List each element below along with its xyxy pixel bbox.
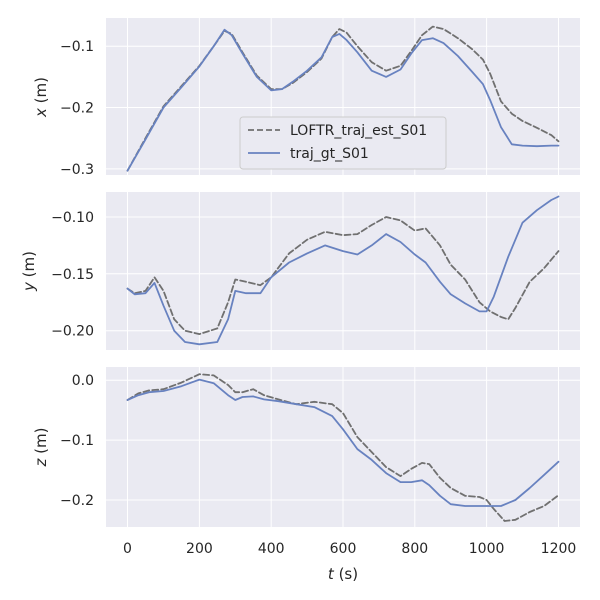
- xlabel: t (s): [328, 565, 358, 583]
- ylabel-x: x (m): [32, 77, 50, 118]
- xtick-label-5: 1000: [469, 541, 505, 557]
- ytick-label-z-1: −0.1: [60, 433, 94, 449]
- xticks-z: 0 200 400 600 800 1000 1200: [123, 541, 576, 557]
- subplot-z: −0.2−0.10.0 z (m) 0 200 400 600 800 1000 1200 …: [32, 367, 580, 583]
- ytick-label-x-0: −0.3: [60, 162, 94, 178]
- legend-label-est: LOFTR_traj_est_S01: [290, 123, 427, 139]
- grid-x: [106, 18, 580, 175]
- subplot-x: −0.3 −0.2 −0.1 x (m) LOFTR_traj_est_S01 tr…: [32, 18, 580, 178]
- series-line-y-est: [126, 216, 560, 336]
- xtick-label-6: 1200: [541, 541, 577, 557]
- xlabel-unit: (s): [334, 565, 358, 583]
- ylabel-x-unit: (m): [32, 77, 50, 108]
- ytick-label-z-0: −0.2: [60, 493, 94, 509]
- xtick-label-3: 600: [330, 541, 357, 557]
- ylabel-x-var: x: [32, 108, 50, 118]
- xtick-label-1: 200: [186, 541, 213, 557]
- series-line-y-gt: [126, 195, 560, 346]
- ylabel-y: y (m): [20, 251, 38, 292]
- ytick-label-z-2: 0.0: [72, 373, 94, 389]
- ytick-label-x-2: −0.1: [60, 39, 94, 55]
- xtick-label-2: 400: [258, 541, 285, 557]
- xtick-label-4: 800: [401, 541, 428, 557]
- ytick-label-y-2: −0.10: [51, 210, 94, 226]
- legend-label-gt: traj_gt_S01: [290, 146, 369, 162]
- ylabel-z-var: z: [32, 457, 50, 467]
- ylabel-z-unit: (m): [32, 428, 50, 459]
- series-x: [126, 25, 560, 172]
- series-z: [126, 373, 560, 522]
- subplot-y: −0.20 −0.15 −0.10 y (m): [20, 192, 580, 350]
- ytick-label-y-0: −0.20: [51, 324, 94, 340]
- series-line-z-est: [126, 373, 560, 522]
- xlabel-var: t: [328, 565, 335, 583]
- legend-box: [239, 116, 447, 170]
- ytick-label-x-1: −0.2: [60, 101, 94, 117]
- series-y: [126, 195, 560, 346]
- ylabel-y-var: y: [20, 281, 38, 292]
- xtick-label-0: 0: [123, 541, 132, 557]
- ylabel-z: z (m): [32, 428, 50, 468]
- legend: LOFTR_traj_est_S01 traj_gt_S01: [239, 116, 447, 170]
- series-line-z-gt: [126, 378, 560, 507]
- yticks-z: −0.2 −0.1 0.0: [60, 373, 94, 509]
- yticks-x: −0.3 −0.2 −0.1: [60, 39, 94, 178]
- grid-z: [106, 367, 580, 527]
- ytick-label-y-1: −0.15: [51, 267, 94, 283]
- series-line-x-gt: [126, 28, 560, 172]
- ylabel-y-unit: (m): [20, 251, 38, 282]
- yticks-y: −0.20 −0.15 −0.10: [51, 210, 94, 340]
